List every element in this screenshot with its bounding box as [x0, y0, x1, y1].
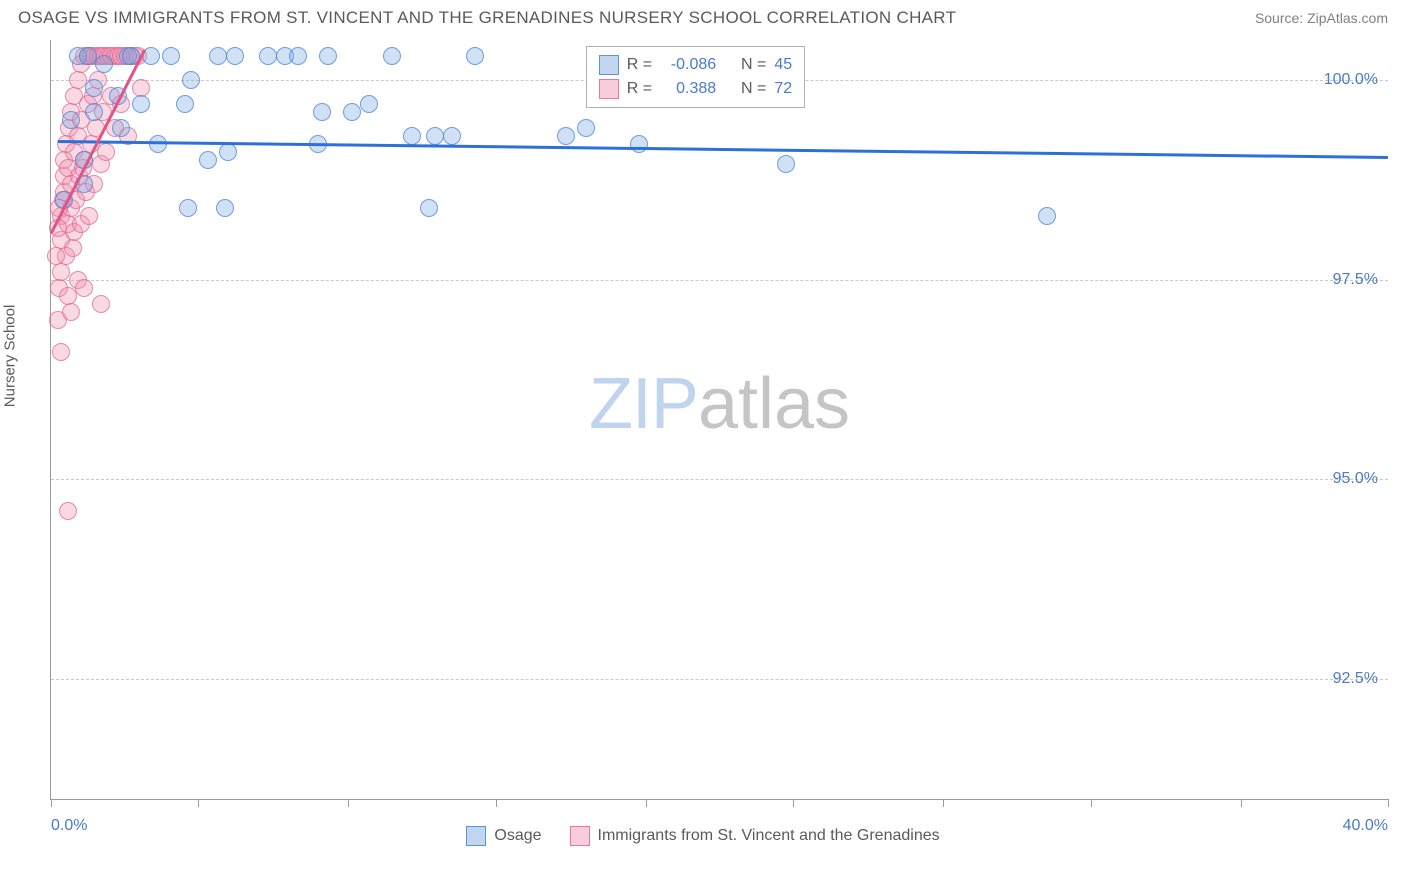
x-tick	[496, 799, 497, 807]
data-point	[182, 71, 200, 89]
data-point	[313, 103, 331, 121]
data-point	[403, 127, 421, 145]
r-value: -0.086	[660, 56, 716, 74]
gridline	[51, 280, 1388, 281]
data-point	[216, 199, 234, 217]
data-point	[426, 127, 444, 145]
x-tick	[646, 799, 647, 807]
chart-header: OSAGE VS IMMIGRANTS FROM ST. VINCENT AND…	[0, 0, 1406, 34]
data-point	[75, 279, 93, 297]
x-tick	[793, 799, 794, 807]
data-point	[92, 295, 110, 313]
data-point	[69, 71, 87, 89]
data-point	[59, 502, 77, 520]
watermark: ZIPatlas	[589, 363, 850, 445]
data-point	[443, 127, 461, 145]
data-point	[47, 247, 65, 265]
data-point	[360, 95, 378, 113]
data-point	[420, 199, 438, 217]
trend-line	[58, 140, 1388, 158]
x-tick	[198, 799, 199, 807]
y-axis-label: Nursery School	[2, 305, 19, 408]
data-point	[289, 47, 307, 65]
x-tick	[51, 799, 52, 807]
data-point	[112, 119, 130, 137]
gridline	[51, 679, 1388, 680]
bottom-legend: Osage Immigrants from St. Vincent and th…	[18, 826, 1388, 846]
plot-area: ZIPatlas 92.5%95.0%97.5%100.0%0.0%40.0%R…	[50, 40, 1388, 800]
y-tick-label: 95.0%	[1333, 470, 1378, 488]
legend-label-osage: Osage	[494, 827, 541, 845]
data-point	[577, 119, 595, 137]
n-value: 45	[774, 56, 792, 74]
chart-title: OSAGE VS IMMIGRANTS FROM ST. VINCENT AND…	[18, 8, 956, 28]
swatch-icon	[599, 55, 619, 75]
data-point	[199, 151, 217, 169]
x-tick	[1091, 799, 1092, 807]
data-point	[97, 143, 115, 161]
data-point	[466, 47, 484, 65]
data-point	[95, 55, 113, 73]
data-point	[557, 127, 575, 145]
x-tick	[348, 799, 349, 807]
data-point	[777, 155, 795, 173]
data-point	[79, 47, 97, 65]
r-value: 0.388	[660, 80, 716, 98]
data-point	[209, 47, 227, 65]
legend-item-osage: Osage	[466, 826, 541, 846]
data-point	[85, 103, 103, 121]
data-point	[219, 143, 237, 161]
y-tick-label: 92.5%	[1333, 670, 1378, 688]
data-point	[630, 135, 648, 153]
r-label: R =	[627, 56, 652, 74]
gridline	[51, 479, 1388, 480]
data-point	[162, 47, 180, 65]
chart-container: Nursery School ZIPatlas 92.5%95.0%97.5%1…	[18, 40, 1388, 860]
stats-legend: R = -0.086 N = 45 R = 0.388 N = 72	[586, 46, 805, 108]
watermark-atlas: atlas	[698, 364, 850, 444]
swatch-icon	[599, 79, 619, 99]
y-tick-label: 100.0%	[1324, 71, 1378, 89]
watermark-zip: ZIP	[589, 364, 698, 444]
source-label: Source: ZipAtlas.com	[1255, 10, 1388, 26]
x-tick	[1388, 799, 1389, 807]
swatch-pink	[570, 826, 590, 846]
legend-item-svg: Immigrants from St. Vincent and the Gren…	[570, 826, 940, 846]
data-point	[62, 111, 80, 129]
n-label: N =	[741, 80, 766, 98]
data-point	[226, 47, 244, 65]
data-point	[62, 303, 80, 321]
data-point	[383, 47, 401, 65]
stats-row: R = 0.388 N = 72	[599, 77, 792, 101]
r-label: R =	[627, 80, 652, 98]
data-point	[85, 79, 103, 97]
data-point	[1038, 207, 1056, 225]
legend-label-svg: Immigrants from St. Vincent and the Gren…	[598, 827, 940, 845]
n-label: N =	[741, 56, 766, 74]
n-value: 72	[774, 80, 792, 98]
data-point	[149, 135, 167, 153]
data-point	[52, 263, 70, 281]
data-point	[319, 47, 337, 65]
data-point	[176, 95, 194, 113]
data-point	[179, 199, 197, 217]
stats-row: R = -0.086 N = 45	[599, 53, 792, 77]
swatch-blue	[466, 826, 486, 846]
data-point	[132, 95, 150, 113]
x-tick	[943, 799, 944, 807]
data-point	[52, 343, 70, 361]
data-point	[80, 207, 98, 225]
data-point	[64, 239, 82, 257]
y-tick-label: 97.5%	[1333, 271, 1378, 289]
data-point	[259, 47, 277, 65]
data-point	[343, 103, 361, 121]
x-tick	[1241, 799, 1242, 807]
